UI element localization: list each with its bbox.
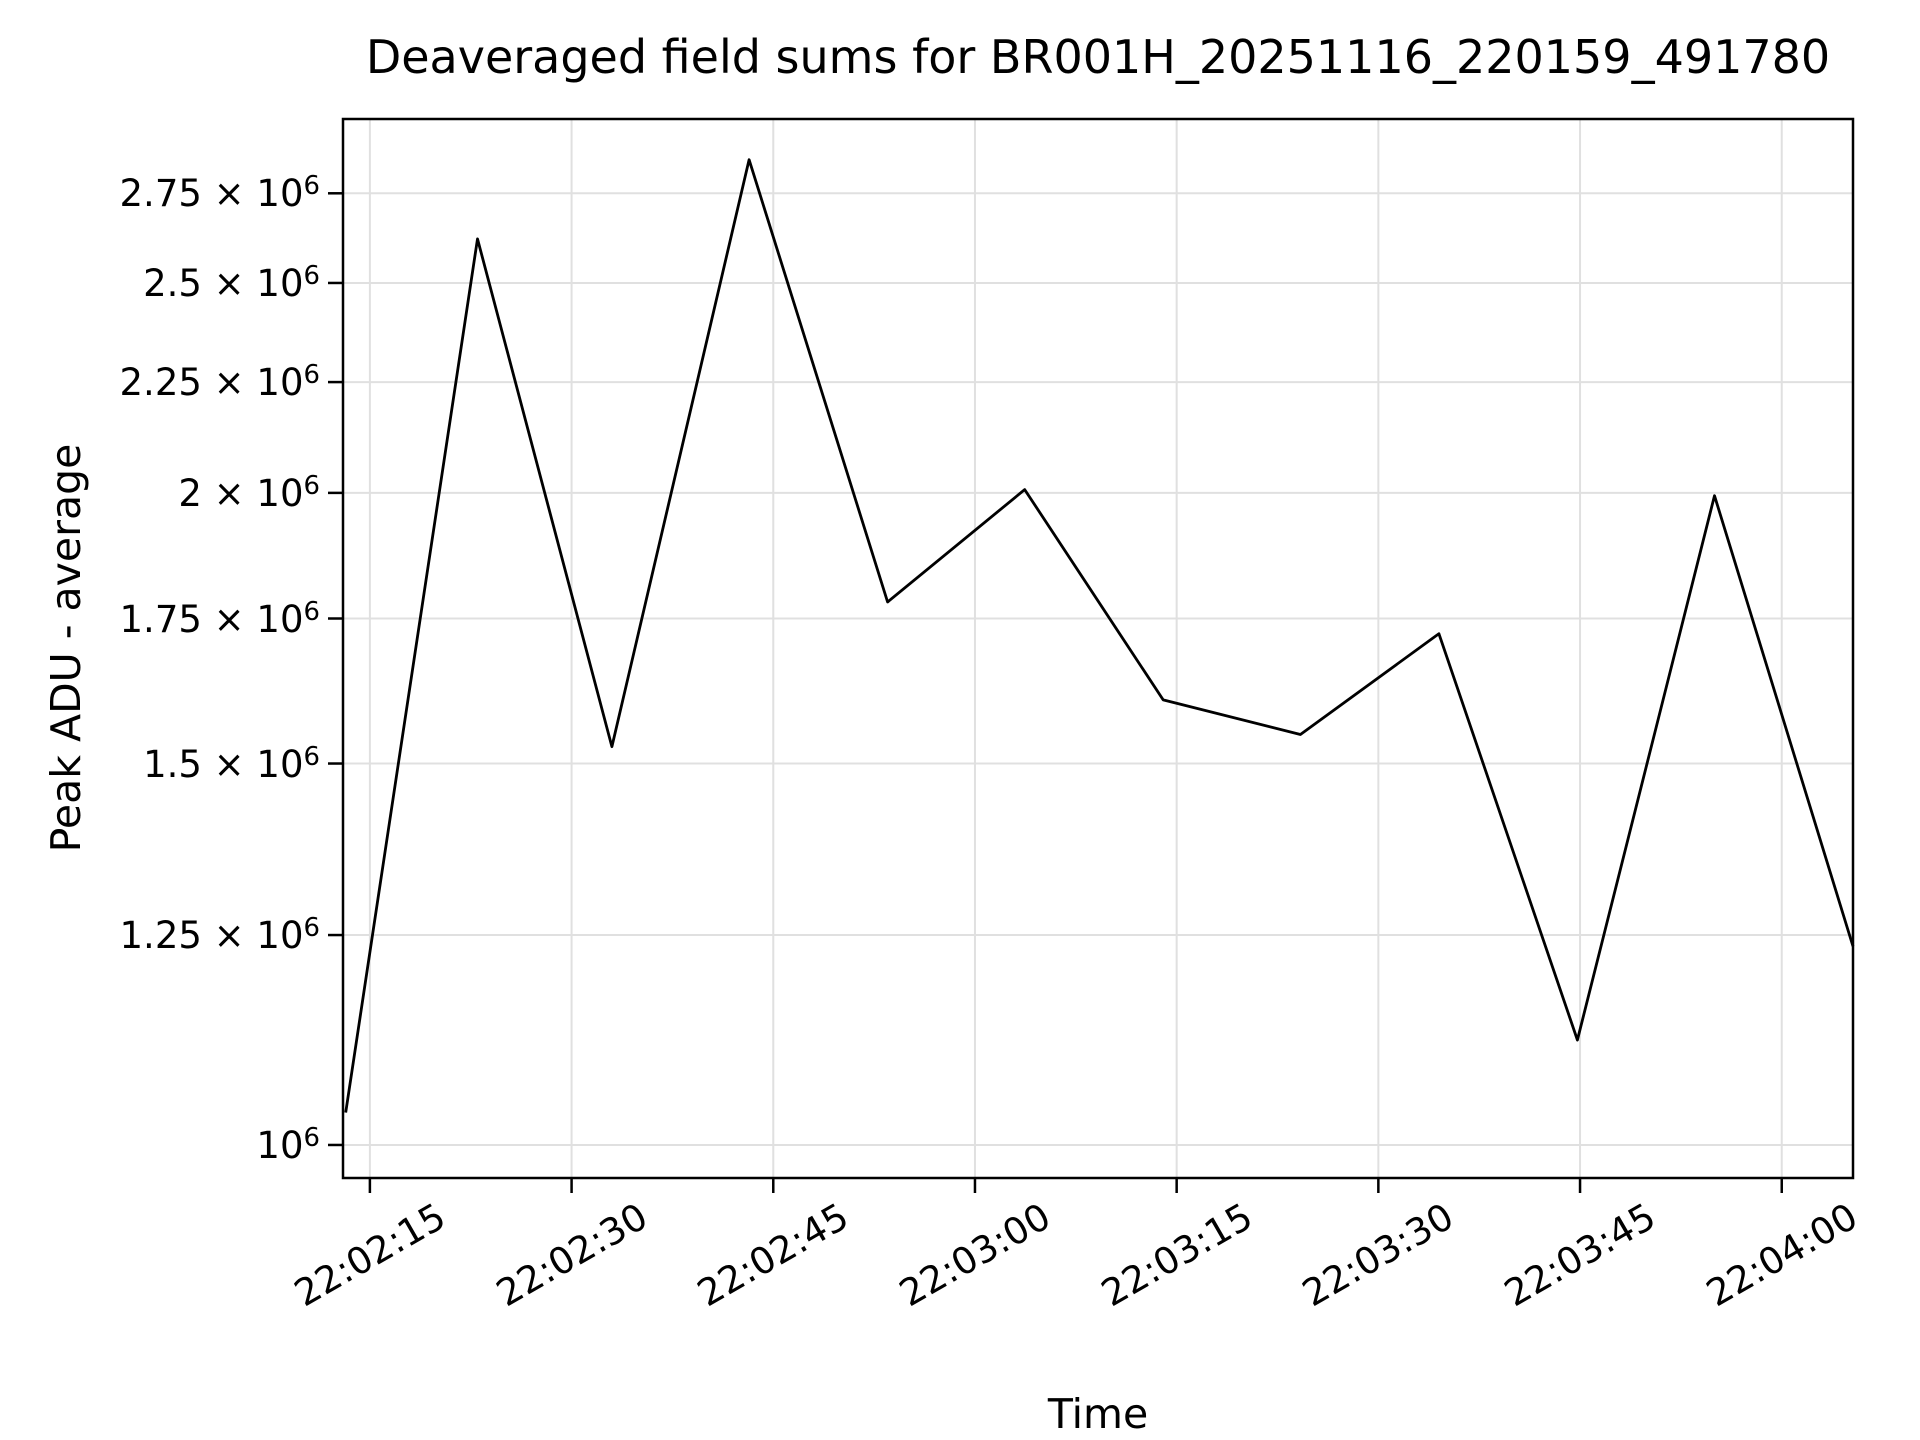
data-line — [344, 158, 1855, 1113]
y-tick-label: 106 — [256, 1123, 320, 1167]
y-tick-label: 2.5 × 106 — [143, 261, 320, 305]
y-tick-label: 1.75 × 106 — [119, 596, 320, 641]
chart-title: Deaveraged field sums for BR001H_2025111… — [365, 30, 1831, 84]
y-tick-label: 2 × 106 — [178, 471, 320, 515]
axes-border — [341, 117, 1855, 1180]
y-tick-label: 2.75 × 106 — [119, 171, 320, 216]
y-tick-label: 1.25 × 106 — [119, 913, 320, 957]
y-tick-label: 1.5 × 106 — [143, 741, 320, 786]
x-axis-label: Time — [1047, 1390, 1149, 1438]
y-tick-label: 2.25 × 106 — [119, 360, 320, 404]
